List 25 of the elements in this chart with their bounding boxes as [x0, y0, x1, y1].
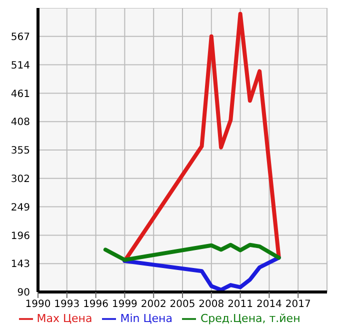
x-tick-label: 2002: [140, 299, 166, 310]
legend-label: Сред.Цена, т.йен: [200, 312, 300, 326]
y-tick-label: 302: [10, 174, 30, 185]
x-tick-label: 1996: [83, 299, 109, 310]
line-series: [122, 256, 281, 292]
y-tick-label: 461: [10, 88, 30, 100]
x-tick-label: 1993: [54, 299, 80, 310]
line-series: [103, 242, 281, 262]
x-tick-label: 2014: [256, 299, 282, 310]
y-tick-label: 408: [10, 117, 30, 128]
y-tick-label: 567: [10, 32, 30, 43]
x-tick-label: 2011: [228, 299, 254, 310]
y-tick-label: 514: [10, 60, 30, 72]
x-tick-label: 1999: [112, 299, 138, 310]
x-tick-label: 1990: [25, 299, 51, 310]
legend-label: Max Цена: [36, 312, 92, 326]
y-tick-label: 355: [10, 146, 30, 157]
x-tick-label: 2017: [285, 299, 311, 310]
x-tick-label: 2008: [198, 299, 224, 310]
y-tick-label: 196: [10, 230, 30, 242]
y-tick-label: 143: [10, 259, 30, 270]
x-tick-label: 2005: [170, 299, 196, 310]
legend-label: Min Цена: [120, 312, 172, 326]
y-tick-label: 90: [17, 288, 30, 299]
y-tick-label: 249: [10, 202, 30, 214]
